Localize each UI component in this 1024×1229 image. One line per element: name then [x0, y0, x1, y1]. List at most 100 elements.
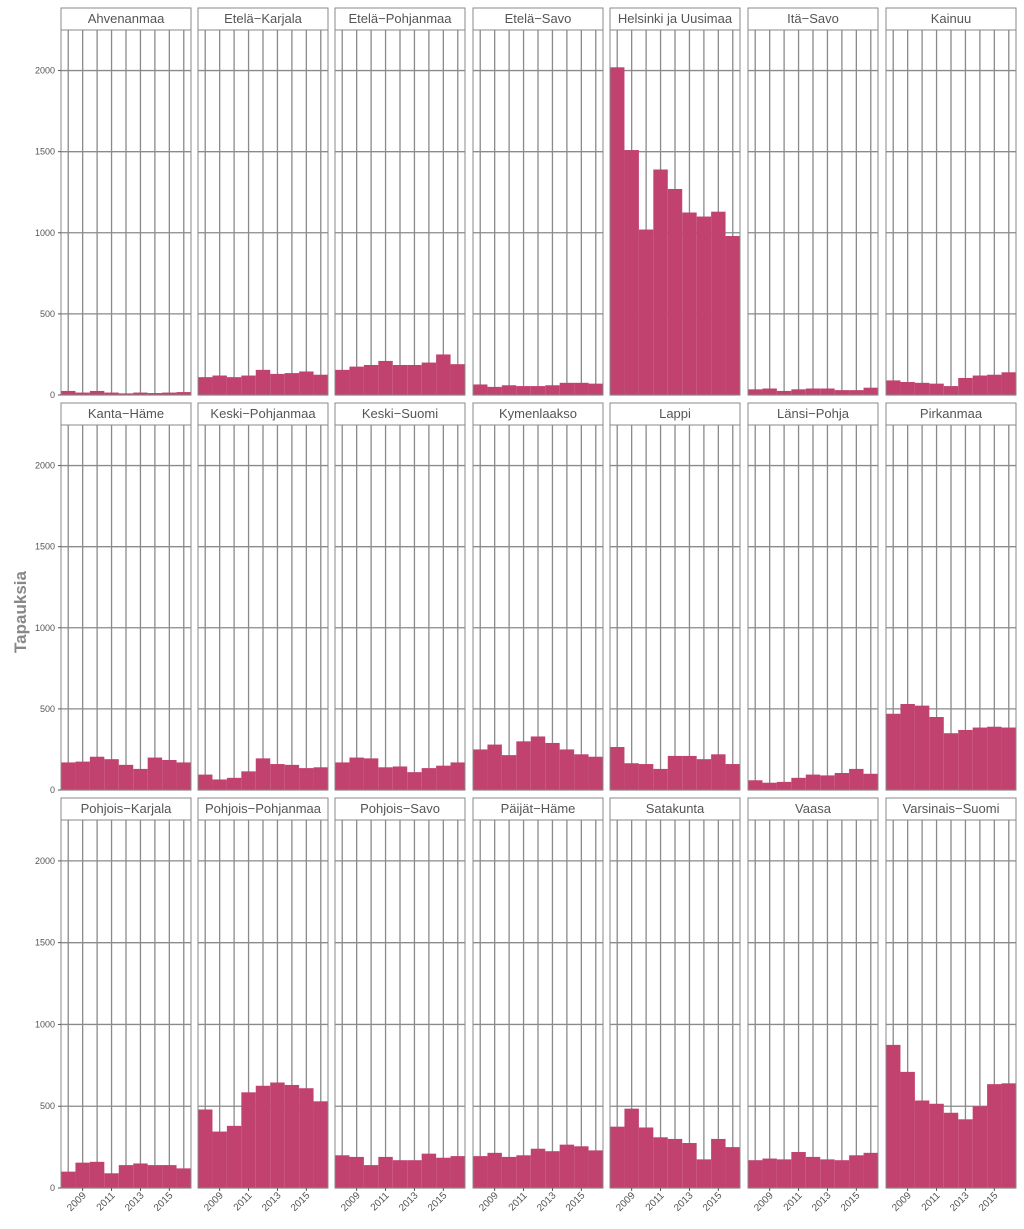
bar-2011: [929, 1103, 944, 1188]
x-tick-label: 2015: [289, 1190, 313, 1214]
bar-2014: [421, 1153, 437, 1188]
bar-2012: [118, 764, 134, 790]
bar-2015: [162, 1165, 177, 1188]
bar-2013: [270, 373, 285, 395]
bar-2010: [501, 755, 517, 790]
panel-Päijät−Häme: Päijät−Häme 2009 2011 2013 2015: [472, 797, 604, 1214]
bar-2014: [972, 1106, 988, 1188]
bar-2010: [914, 705, 930, 790]
x-tick-label: 2009: [477, 1190, 501, 1214]
bar-2010: [363, 1165, 379, 1188]
y-tick-label: 2000: [35, 66, 55, 76]
panel-Ahvenanmaa: Ahvenanmaa 0 500 1000 1500 2000: [35, 7, 192, 400]
bar-2014: [284, 764, 300, 790]
bar-2008: [886, 380, 901, 395]
bar-2008: [335, 762, 350, 790]
bar-2016: [863, 773, 878, 790]
x-tick-label: 2013: [397, 1190, 421, 1214]
x-tick-label: 2015: [701, 1190, 725, 1214]
bar-2009: [900, 704, 915, 790]
bar-2016: [176, 762, 191, 790]
x-tick-label: 2015: [152, 1190, 176, 1214]
y-tick-label: 500: [40, 704, 55, 714]
bar-2014: [559, 382, 575, 395]
bar-2013: [958, 377, 973, 395]
bar-2013: [545, 385, 560, 395]
bar-2014: [421, 362, 437, 395]
bar-2011: [516, 741, 531, 790]
x-tick-label: 2013: [948, 1190, 972, 1214]
bar-2008: [473, 749, 488, 790]
panel-title: Helsinki ja Uusimaa: [618, 11, 733, 26]
bar-2014: [147, 1165, 163, 1188]
panel-Keski−Suomi: Keski−Suomi: [334, 402, 466, 791]
bar-2009: [212, 779, 227, 790]
bar-2016: [588, 1150, 603, 1188]
bar-2015: [436, 765, 451, 790]
bar-2012: [392, 364, 408, 395]
y-tick-label: 0: [50, 785, 55, 795]
bar-2009: [762, 782, 777, 790]
bar-2016: [313, 767, 328, 790]
bar-2015: [574, 1146, 589, 1188]
bar-2014: [834, 1160, 850, 1188]
panel-Kainuu: Kainuu: [885, 7, 1017, 396]
x-tick-label: 2011: [644, 1190, 667, 1213]
bar-2010: [363, 758, 379, 790]
bar-2014: [834, 772, 850, 790]
bar-2010: [914, 382, 930, 395]
bar-2008: [198, 774, 213, 790]
panel-border: [472, 819, 604, 1189]
y-tick-label: 1500: [35, 938, 55, 948]
x-tick-label: 2015: [564, 1190, 588, 1214]
x-tick-label: 2011: [507, 1190, 530, 1213]
x-tick-label: 2009: [65, 1190, 89, 1214]
bar-2012: [530, 386, 546, 395]
bar-2016: [313, 1101, 328, 1188]
bar-2012: [530, 736, 546, 790]
panel-border: [197, 29, 329, 396]
bar-2013: [133, 392, 148, 395]
bar-2009: [75, 1162, 90, 1188]
bar-2009: [349, 757, 364, 790]
bar-2014: [147, 757, 163, 790]
bar-2016: [1001, 1083, 1016, 1188]
panel-title: Vaasa: [795, 801, 832, 816]
panel-border: [334, 29, 466, 396]
bar-2015: [711, 754, 726, 790]
bar-2014: [834, 390, 850, 395]
bar-2011: [653, 1137, 668, 1188]
bar-2008: [335, 369, 350, 395]
bar-2010: [363, 364, 379, 395]
bar-2013: [407, 772, 422, 790]
bar-2013: [407, 1160, 422, 1188]
panel-title: Etelä−Pohjanmaa: [349, 11, 453, 26]
bar-2016: [588, 756, 603, 790]
x-tick-label: 2013: [672, 1190, 696, 1214]
panel-border: [334, 819, 466, 1189]
bar-2014: [696, 216, 712, 395]
bar-2016: [863, 387, 878, 395]
bar-2012: [805, 388, 821, 395]
y-tick-label: 2000: [35, 461, 55, 471]
panel-border: [472, 29, 604, 396]
y-tick-label: 0: [50, 390, 55, 400]
x-tick-label: 2011: [920, 1190, 943, 1213]
bar-2014: [696, 1159, 712, 1188]
bar-2016: [588, 383, 603, 395]
bar-2015: [162, 392, 177, 395]
panel-title: Pohjois−Karjala: [81, 801, 172, 816]
y-axis-title: Tapauksia: [11, 571, 30, 653]
bar-2012: [255, 758, 271, 790]
bar-2009: [75, 761, 90, 790]
panel-border: [197, 819, 329, 1189]
bar-2013: [270, 764, 285, 790]
panel-Pohjois−Pohjanmaa: Pohjois−Pohjanmaa 2009 2011 2013 2015: [197, 797, 329, 1214]
bar-2011: [791, 777, 806, 790]
bar-2015: [849, 1155, 864, 1188]
panel-border: [472, 424, 604, 791]
panel-Etelä−Savo: Etelä−Savo: [472, 7, 604, 396]
bar-2009: [212, 1131, 227, 1188]
bar-2011: [929, 717, 944, 790]
bar-2014: [147, 393, 163, 395]
